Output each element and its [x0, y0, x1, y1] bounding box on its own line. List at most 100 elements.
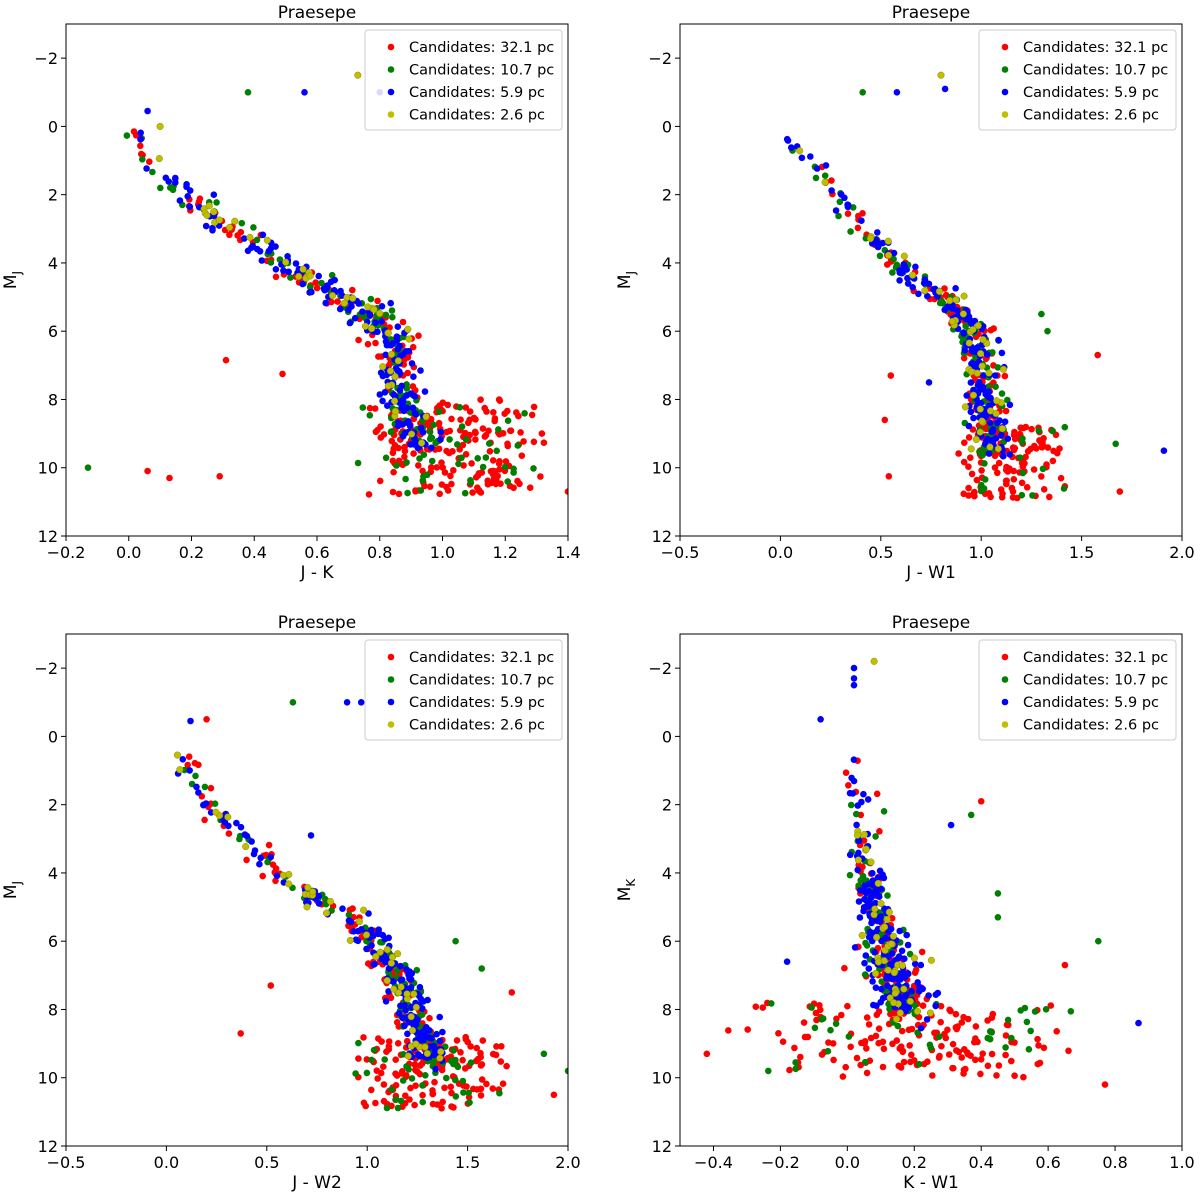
data-point [907, 1058, 914, 1066]
data-point [378, 1038, 385, 1045]
data-point [186, 767, 193, 774]
data-point [84, 464, 92, 472]
data-point [350, 928, 358, 935]
data-point [273, 872, 281, 880]
data-point [439, 1028, 446, 1036]
legend-label: Candidates: 32.1 pc [409, 40, 554, 56]
data-point [155, 155, 163, 163]
data-point [482, 431, 490, 439]
data-point [201, 816, 208, 824]
data-point [1011, 1072, 1018, 1079]
data-point [830, 1056, 837, 1064]
legend-marker [387, 66, 395, 73]
data-point [458, 454, 465, 462]
data-point [1019, 469, 1027, 477]
data-point [192, 772, 199, 780]
data-point [987, 437, 995, 445]
data-point [279, 370, 286, 378]
data-point [537, 473, 544, 480]
data-point [971, 1038, 978, 1046]
data-point [510, 484, 517, 492]
data-point [879, 1038, 887, 1046]
data-point [900, 252, 908, 260]
data-point [380, 431, 388, 438]
data-point [841, 964, 848, 972]
data-point [413, 966, 421, 974]
data-point [306, 272, 314, 280]
data-point [998, 494, 1006, 501]
data-point [1006, 401, 1014, 409]
data-point [970, 386, 977, 394]
data-point [395, 1010, 403, 1017]
data-point [195, 761, 202, 769]
data-point [137, 142, 144, 150]
data-point [1094, 351, 1101, 359]
y-tick-label: 2 [662, 796, 672, 815]
data-point [994, 890, 1002, 897]
data-point [994, 469, 1001, 477]
data-point [497, 1058, 505, 1065]
data-point [864, 903, 872, 910]
data-point [988, 1029, 995, 1036]
data-point [953, 1047, 960, 1054]
data-point [248, 838, 255, 845]
data-point [382, 311, 390, 319]
data-point [183, 181, 190, 188]
legend-marker [387, 676, 395, 683]
data-point [973, 344, 981, 352]
data-point [474, 455, 482, 462]
data-point [981, 460, 988, 467]
data-point [443, 447, 450, 455]
data-point [267, 982, 275, 989]
data-point [890, 255, 897, 263]
data-point [530, 403, 538, 411]
data-point [460, 1089, 467, 1096]
data-point [986, 1035, 994, 1043]
data-point [359, 308, 366, 316]
data-point [287, 274, 294, 281]
data-point [1040, 435, 1047, 442]
data-point [436, 1037, 444, 1045]
x-tick-label: 0.5 [868, 543, 893, 562]
data-point [801, 1033, 809, 1041]
x-tick-label: 0.0 [835, 1153, 860, 1172]
data-point [455, 460, 462, 468]
data-point [550, 1091, 558, 1099]
data-point [365, 491, 373, 498]
data-point [379, 363, 387, 371]
data-point [421, 1043, 429, 1051]
data-point [796, 147, 804, 155]
data-point [783, 135, 791, 143]
data-point [373, 1067, 381, 1074]
x-tick-label: 1.0 [430, 543, 455, 562]
data-point [461, 429, 469, 437]
data-point [477, 489, 485, 496]
data-point [873, 1011, 881, 1019]
data-point [885, 473, 893, 480]
data-point [410, 990, 418, 998]
y-tick-label: 0 [662, 727, 672, 746]
data-point [889, 1040, 896, 1048]
data-point [987, 394, 994, 402]
data-point [408, 1003, 415, 1011]
x-tick-label: 0.0 [768, 543, 793, 562]
data-point [955, 450, 962, 457]
data-point [1009, 444, 1017, 451]
data-point [985, 490, 993, 497]
data-point [977, 481, 985, 489]
data-point [920, 279, 928, 287]
data-point [822, 162, 830, 169]
data-point [430, 421, 437, 429]
data-point [538, 430, 546, 437]
data-point [881, 923, 889, 931]
data-point [399, 1077, 407, 1084]
y-tick-label: −2 [34, 659, 58, 678]
data-point [420, 451, 428, 459]
data-point [938, 1042, 945, 1050]
x-tick-label: 0.6 [304, 543, 329, 562]
data-point [409, 343, 417, 351]
data-point [354, 459, 362, 467]
data-point [981, 476, 989, 483]
data-point [318, 279, 325, 287]
data-point [1049, 427, 1056, 435]
